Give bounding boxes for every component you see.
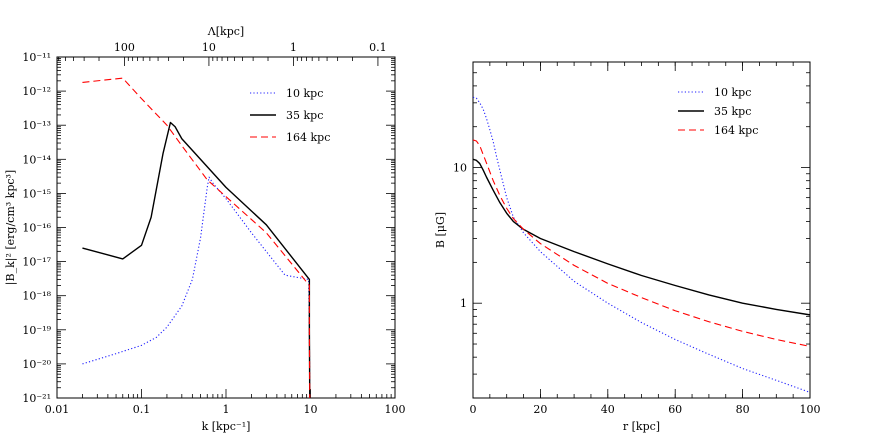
y-axis-label: |B_k|² [erg/cm³ kpc³]	[4, 170, 18, 285]
series-line-10-kpc	[473, 96, 810, 393]
top-tick-label: 1	[290, 41, 297, 54]
series-line-35-kpc	[473, 158, 810, 316]
y-tick-label: 10⁻¹⁷	[22, 256, 51, 269]
series-line-35-kpc	[82, 121, 311, 398]
series-line-10-kpc	[82, 176, 311, 398]
x-tick-label: 1	[223, 403, 230, 416]
y-axis-label: B [μG]	[434, 212, 447, 248]
x-tick-label: 100	[800, 403, 821, 416]
y-tick-label: 10⁻¹⁸	[22, 290, 51, 303]
x-tick-label: 0.01	[45, 403, 70, 416]
y-tick-label: 10⁻¹⁹	[22, 324, 51, 337]
legend-label: 164 kpc	[714, 124, 758, 137]
series-group	[473, 96, 810, 393]
x-tick-label: 80	[736, 403, 750, 416]
y-tick-label: 10⁻¹²	[22, 85, 51, 98]
series-line-164-kpc	[473, 139, 810, 347]
y-tick-label: 1	[460, 297, 467, 310]
y-tick-label: 10⁻¹³	[22, 119, 51, 132]
y-tick-label: 10⁻²¹	[22, 392, 51, 405]
y-tick-label: 10⁻¹¹	[22, 51, 51, 64]
y-tick-label: 10	[453, 162, 467, 175]
x-tick-label: 60	[668, 403, 682, 416]
x-axis-label: k [kpc⁻¹]	[202, 420, 251, 433]
top-axis-label: Λ[kpc]	[207, 25, 244, 38]
y-tick-label: 10⁻¹⁴	[22, 153, 51, 166]
y-tick-label: 10⁻¹⁶	[22, 222, 51, 235]
x-tick-label: 40	[601, 403, 615, 416]
plot-frame	[56, 56, 396, 399]
y-tick-label: 10⁻¹⁵	[22, 187, 51, 200]
right-chart-panel: 0 20 40 60 80 100 1 10 r [kpc] B [μG] 10 kpc 35 kpc…	[434, 61, 821, 433]
legend-label: 164 kpc	[286, 131, 330, 144]
top-tick-label: 10	[202, 41, 216, 54]
legend-label: 10 kpc	[714, 86, 751, 99]
series-group	[82, 77, 311, 398]
legend-label: 35 kpc	[286, 109, 323, 122]
x-tick-label: 0	[470, 403, 477, 416]
left-chart-panel: 0.01 0.1 1 10 100 100 10 1 0.1 Λ[kpc] 10⁻²¹ 10⁻²⁰ 10…	[4, 25, 406, 433]
x-axis-label: r [kpc]	[623, 420, 660, 433]
series-line-164-kpc	[82, 77, 311, 398]
x-tick-label: 100	[385, 403, 406, 416]
x-tick-label: 10	[304, 403, 318, 416]
y-tick-label: 10⁻²⁰	[22, 358, 51, 371]
x-tick-label: 20	[533, 403, 547, 416]
legend-label: 10 kpc	[286, 87, 323, 100]
legend-label: 35 kpc	[714, 105, 751, 118]
top-tick-label: 100	[114, 41, 135, 54]
x-tick-label: 0.1	[133, 403, 151, 416]
top-tick-label: 0.1	[369, 41, 387, 54]
